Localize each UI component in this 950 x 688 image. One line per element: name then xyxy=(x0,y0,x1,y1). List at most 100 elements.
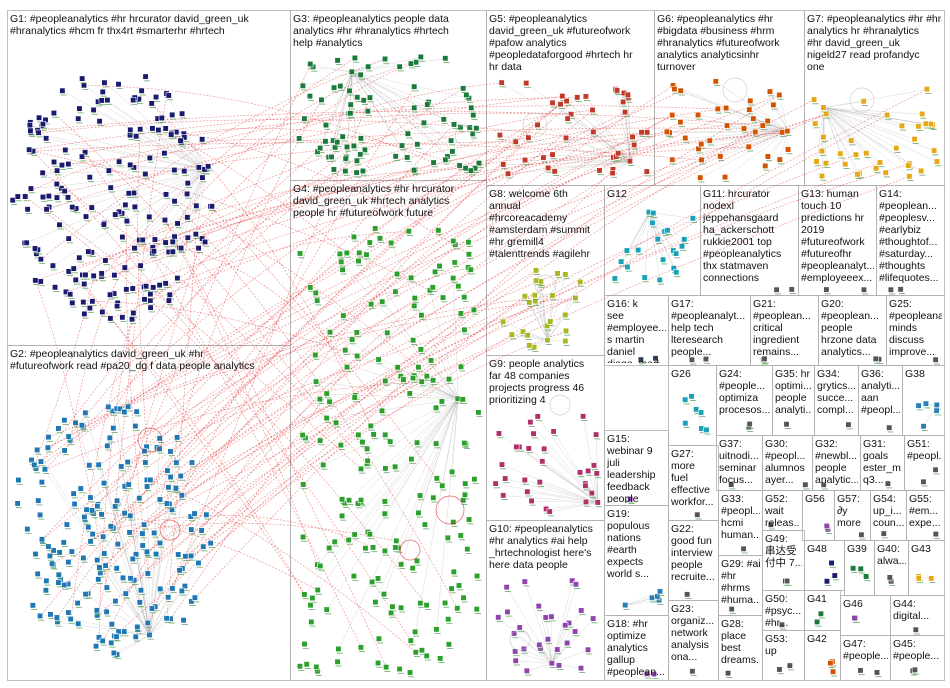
edge-g2 xyxy=(57,621,150,636)
node-g5 xyxy=(638,129,645,136)
node-g9 xyxy=(528,497,535,504)
node-g3 xyxy=(448,137,455,144)
node-g3 xyxy=(339,133,346,140)
node-g49 xyxy=(783,577,791,585)
group-panel-g3 xyxy=(290,10,487,181)
node-g4 xyxy=(301,591,308,598)
node-g3 xyxy=(346,87,353,94)
self-loop-g2 xyxy=(159,519,181,541)
node-g4 xyxy=(381,510,388,517)
node-g2 xyxy=(139,530,146,537)
node-g4 xyxy=(459,396,466,403)
node-g4 xyxy=(461,440,468,447)
edge-g12 xyxy=(627,212,650,268)
edge-g1 xyxy=(24,169,207,244)
cross-edge-g2-g5 xyxy=(124,104,561,514)
node-g4 xyxy=(460,594,467,601)
node-g2 xyxy=(121,510,128,517)
edge-g6 xyxy=(698,131,788,150)
node-g3 xyxy=(331,84,338,91)
node-g3 xyxy=(334,57,341,64)
node-g4 xyxy=(400,376,407,383)
node-g48 xyxy=(831,572,838,579)
node-g2 xyxy=(60,539,67,546)
node-g28 xyxy=(725,670,732,677)
node-g2 xyxy=(94,612,101,619)
node-g4 xyxy=(357,497,365,504)
node-g1 xyxy=(165,92,172,99)
edge-g1 xyxy=(98,101,207,171)
node-g3 xyxy=(342,155,349,162)
node-g4 xyxy=(435,227,442,234)
node-g4 xyxy=(442,599,449,606)
node-g1 xyxy=(107,184,114,191)
node-g7 xyxy=(898,122,905,129)
node-g7 xyxy=(837,150,844,157)
edge-g12 xyxy=(614,212,650,279)
edge-g4 xyxy=(391,243,459,400)
node-g2 xyxy=(141,448,148,455)
group-panel-g54 xyxy=(870,490,907,541)
node-g2 xyxy=(100,480,108,487)
cross-edge-g1-g3 xyxy=(142,168,476,241)
node-g9 xyxy=(593,431,600,438)
cross-edge-g1-g2 xyxy=(70,319,133,620)
node-g41 xyxy=(814,618,821,625)
node-g1 xyxy=(143,283,150,290)
edge-g8 xyxy=(540,281,548,341)
node-g29 xyxy=(728,606,735,613)
node-g26 xyxy=(682,420,689,427)
edge-g7 xyxy=(823,107,910,177)
node-g2 xyxy=(105,403,112,410)
cross-edge-g2-g5 xyxy=(194,169,614,599)
node-g4 xyxy=(320,461,327,469)
node-g10 xyxy=(584,646,592,653)
node-g26 xyxy=(703,426,710,433)
node-g8 xyxy=(500,318,507,325)
node-g8 xyxy=(562,327,570,334)
node-g1 xyxy=(161,150,168,157)
edge-g10 xyxy=(524,649,553,664)
node-g8 xyxy=(572,294,579,302)
group-panel-g20 xyxy=(818,295,887,366)
node-g2 xyxy=(103,608,110,615)
edge-g10 xyxy=(514,633,553,664)
node-g4 xyxy=(307,284,314,291)
node-g1 xyxy=(130,309,137,317)
node-g1 xyxy=(69,299,76,306)
cross-edge-g1-g5 xyxy=(114,132,642,276)
node-g3 xyxy=(322,122,330,129)
edge-g19 xyxy=(625,600,660,606)
edge-g2 xyxy=(85,413,150,636)
node-g4 xyxy=(367,422,374,429)
edge-g6 xyxy=(698,115,788,132)
node-g1 xyxy=(76,105,83,112)
node-g4 xyxy=(394,364,401,371)
node-g4 xyxy=(418,378,425,385)
node-g7 xyxy=(860,98,867,105)
node-g12 xyxy=(664,227,671,234)
node-g2 xyxy=(56,549,63,556)
node-g2 xyxy=(94,503,101,510)
node-g5 xyxy=(522,156,529,164)
edge-g2 xyxy=(149,591,183,636)
node-g4 xyxy=(374,659,382,667)
node-g2 xyxy=(99,637,106,644)
node-g6 xyxy=(677,87,684,94)
node-g2 xyxy=(133,408,140,415)
node-g2 xyxy=(55,571,62,578)
edge-g3 xyxy=(351,71,448,157)
node-g5 xyxy=(549,99,556,106)
node-g1 xyxy=(98,270,105,277)
group-panel-g21 xyxy=(750,295,819,366)
node-g4 xyxy=(437,655,444,662)
edge-g2 xyxy=(117,635,150,655)
node-g9 xyxy=(492,480,499,487)
node-g9 xyxy=(500,492,507,499)
node-g3 xyxy=(357,151,364,158)
edge-g1 xyxy=(49,169,207,208)
group-panel-g27 xyxy=(668,445,719,521)
edge-g9 xyxy=(528,448,599,503)
node-g2 xyxy=(34,446,41,453)
node-g4 xyxy=(354,352,361,360)
